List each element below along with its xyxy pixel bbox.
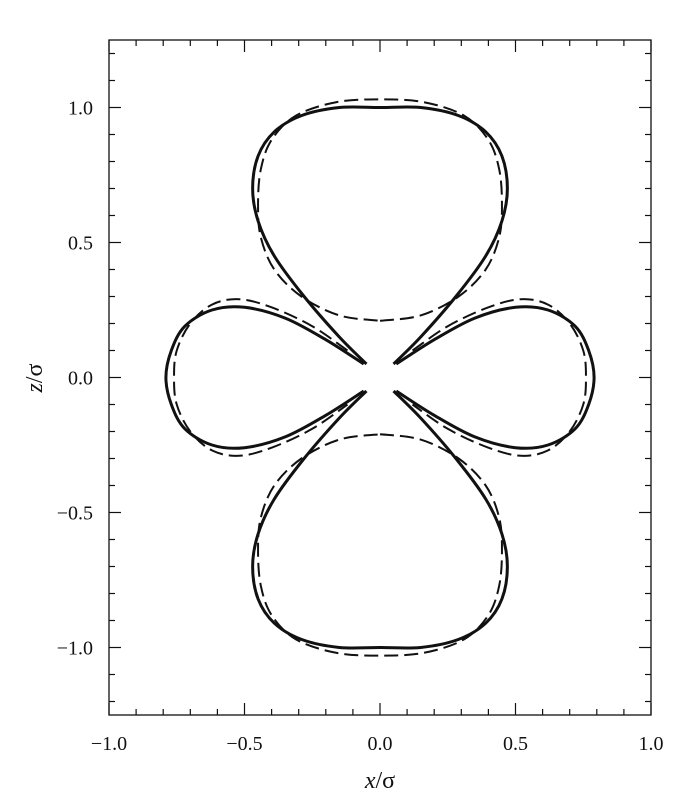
- y-tick-label: 1.0: [68, 98, 93, 120]
- solid-curve-right-lobe: [395, 305, 596, 450]
- tick-labels: −1.0 −0.5 0.0 0.5 1.0 −1.0 −0.5 0.0 0.5 1.0: [57, 98, 664, 756]
- x-tick-label: −0.5: [226, 733, 262, 755]
- y-tick-label: 0.0: [68, 368, 93, 390]
- y-tick-label: −0.5: [57, 503, 93, 525]
- solid-curve-left-lobe: [164, 305, 365, 450]
- x-tick-label: 0.0: [368, 733, 393, 755]
- solid-curve-upper-lobe: [251, 105, 509, 366]
- solid-curve-lower-lobe: [251, 389, 509, 650]
- dashed-curve-lower-lobe: [257, 433, 503, 657]
- y-tick-label: −1.0: [57, 638, 93, 660]
- x-axis-label: x/σ: [364, 768, 395, 794]
- axis-ticks: [108, 40, 652, 715]
- y-axis-label: z/σ: [22, 363, 48, 393]
- dashed-curve-right-lobe: [411, 298, 587, 457]
- x-tick-label: 0.5: [503, 733, 528, 755]
- y-tick-label: 0.5: [68, 233, 93, 255]
- x-tick-label: −1.0: [91, 733, 127, 755]
- curves: [164, 98, 596, 657]
- x-tick-label: 1.0: [639, 733, 664, 755]
- plot-frame: [108, 39, 652, 716]
- dashed-curve-left-lobe: [173, 298, 349, 457]
- dashed-curve-upper-lobe: [257, 98, 503, 322]
